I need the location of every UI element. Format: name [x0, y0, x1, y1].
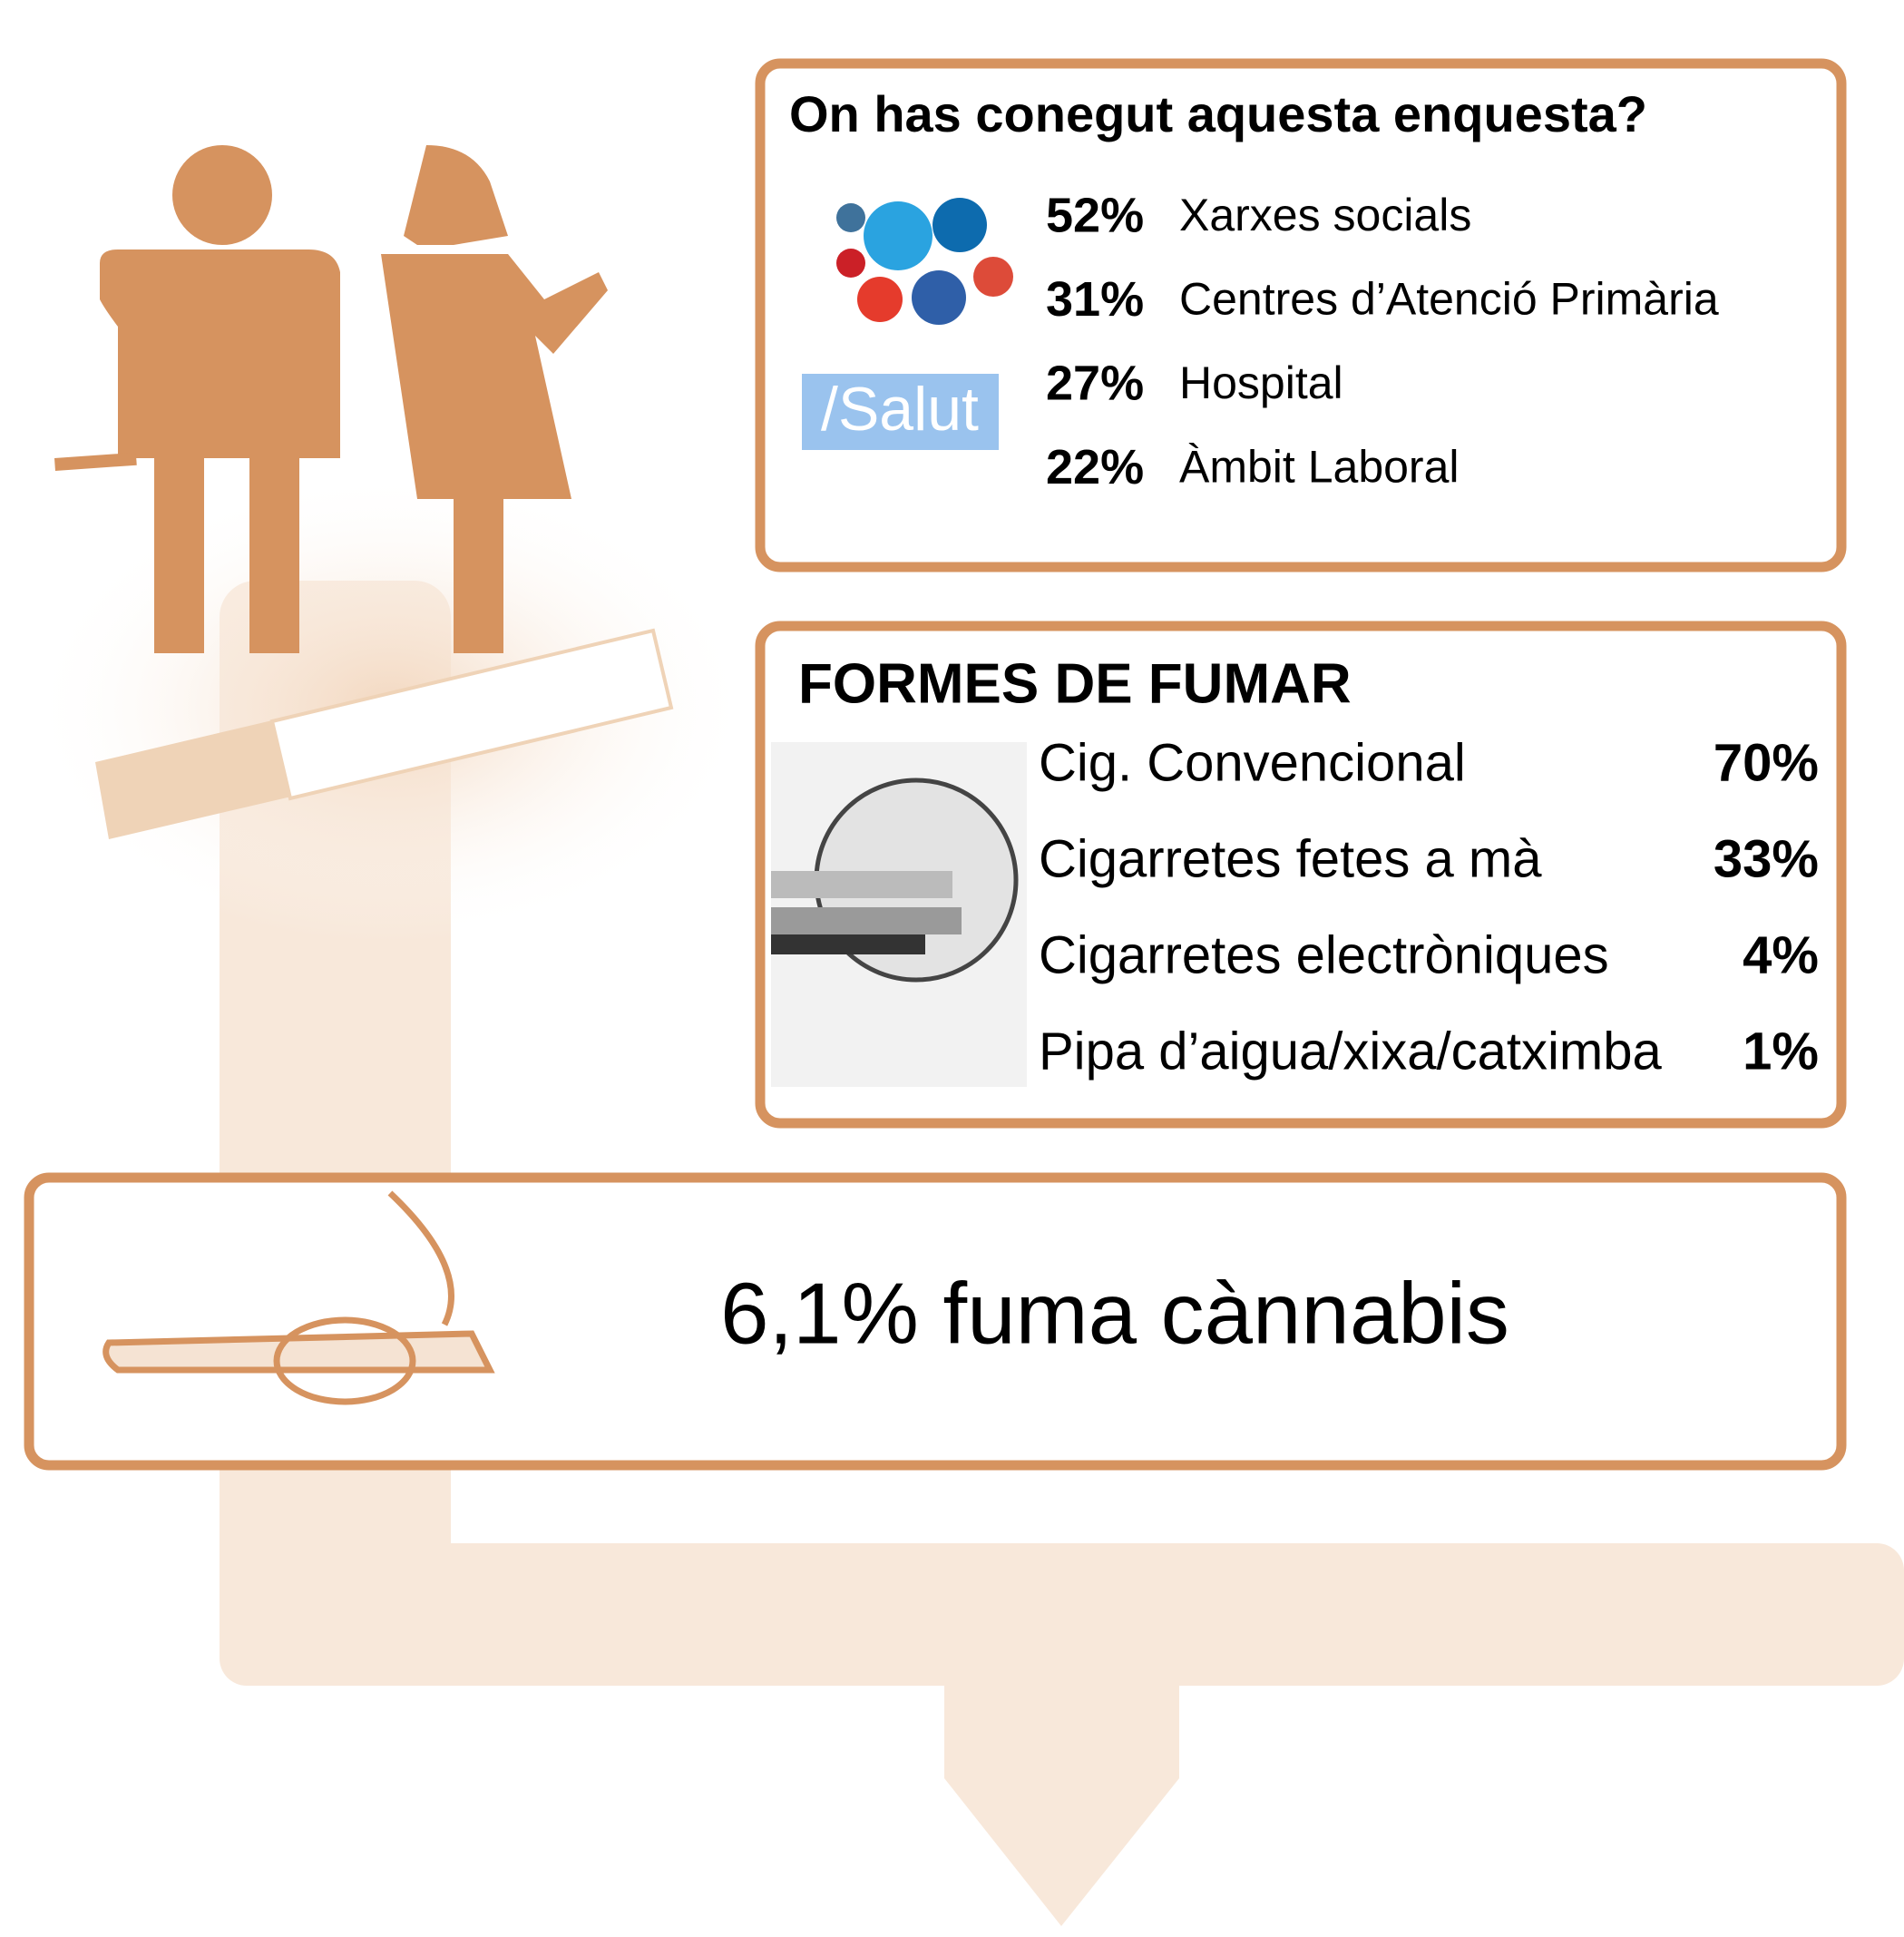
social-icons: [836, 198, 1013, 325]
cigarette-icon: [95, 628, 674, 839]
smoking-label: Pipa d’aigua/xixa/catximba: [1039, 1022, 1662, 1081]
survey-title: On has conegut aquesta enquesta?: [789, 85, 1647, 142]
survey-box: [755, 58, 1847, 572]
salut-logo: [802, 374, 999, 450]
smoking-percent: 1%: [1743, 1022, 1819, 1081]
smoking-box: [755, 621, 1847, 1129]
cannabis-box: [24, 1172, 1847, 1471]
survey-percent: 52%: [1046, 188, 1144, 242]
joint-icon: [103, 1190, 495, 1405]
salut-logo-text: /Salut: [821, 375, 979, 444]
smoking-percent: 4%: [1743, 925, 1819, 984]
smoking-label: Cigarretes fetes a mà: [1039, 829, 1542, 888]
cannabis-text: 6,1% fuma cànnabis: [720, 1265, 1509, 1362]
survey-percent: 27%: [1046, 356, 1144, 410]
smoking-label: Cig. Convencional: [1039, 733, 1466, 792]
smoking-image: [771, 742, 1027, 1087]
survey-label: Xarxes socials: [1179, 190, 1471, 240]
survey-label: Àmbit Laboral: [1179, 442, 1460, 493]
survey-label: Hospital: [1179, 357, 1343, 408]
survey-percent: 22%: [1046, 440, 1144, 494]
smoking-percent: 33%: [1714, 829, 1819, 888]
smoking-title: FORMES DE FUMAR: [798, 652, 1352, 715]
people-icon: [54, 145, 608, 653]
smoking-percent: 70%: [1714, 733, 1819, 792]
survey-label: Centres d’Atenció Primària: [1179, 274, 1719, 325]
smoking-label: Cigarretes electròniques: [1039, 925, 1609, 984]
survey-percent: 31%: [1046, 272, 1144, 327]
